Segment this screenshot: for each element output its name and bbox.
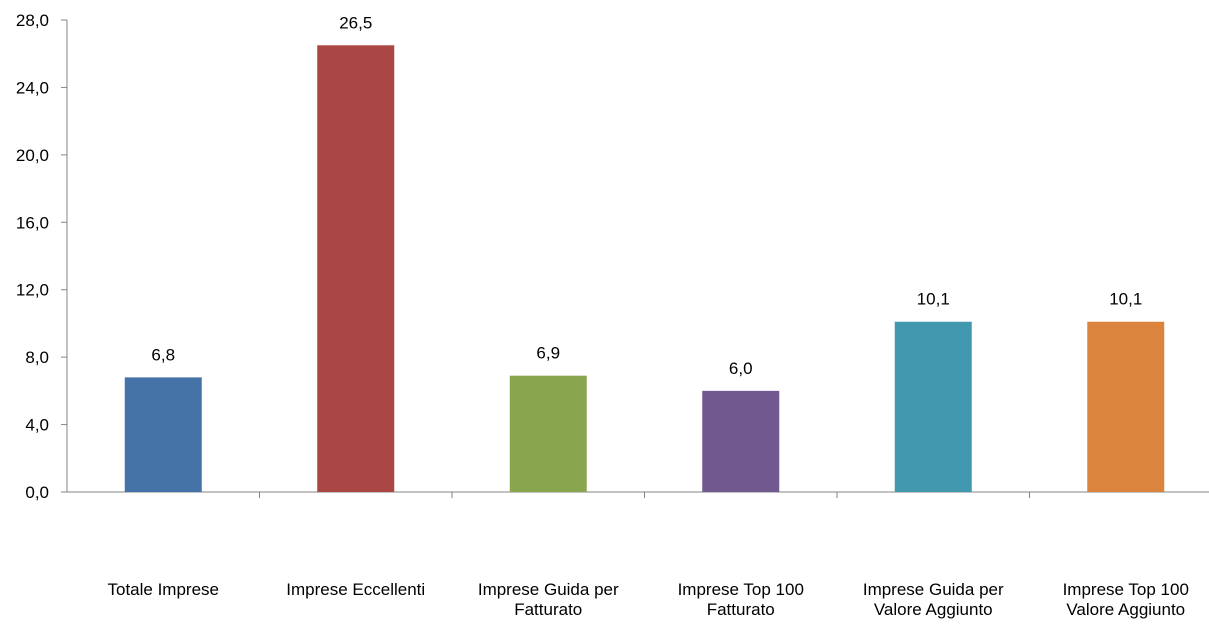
bar [124, 377, 202, 492]
y-tick-label: 0,0 [25, 483, 49, 502]
y-tick-label: 28,0 [16, 11, 49, 30]
x-category-label-line: Fatturato [514, 600, 582, 619]
x-category-label-line: Imprese Guida per [863, 580, 1004, 599]
x-category-label: Imprese Guida per Valore Aggiunto [863, 580, 1004, 619]
x-category-label-line: Imprese Top 100 [678, 580, 804, 599]
data-label: 10,1 [917, 290, 950, 309]
bar [1087, 321, 1165, 492]
bar [509, 375, 587, 492]
y-tick-label: 8,0 [25, 348, 49, 367]
data-label: 6,9 [536, 344, 560, 363]
x-category-label-line: Imprese Eccellenti [286, 580, 425, 599]
y-tick-label: 4,0 [25, 416, 49, 435]
x-category-label: Imprese Top 100 Fatturato [678, 580, 804, 619]
y-tick-label: 20,0 [16, 146, 49, 165]
x-category-label: Imprese Guida per Fatturato [478, 580, 619, 619]
data-label: 6,8 [151, 345, 175, 364]
data-label: 10,1 [1109, 290, 1142, 309]
x-category-label: Totale Imprese [108, 580, 220, 599]
y-tick-label: 12,0 [16, 281, 49, 300]
x-category-label: Imprese Eccellenti [286, 580, 425, 599]
x-category-label: Imprese Top 100 Valore Aggiunto [1063, 580, 1189, 619]
bar [894, 321, 972, 492]
bar [702, 390, 780, 492]
bar [317, 45, 395, 493]
x-category-label-line: Valore Aggiunto [1066, 600, 1185, 619]
y-tick-label: 16,0 [16, 213, 49, 232]
x-category-label-line: Fatturato [707, 600, 775, 619]
x-category-label-line: Imprese Top 100 [1063, 580, 1189, 599]
data-label: 26,5 [339, 13, 372, 32]
y-tick-label: 24,0 [16, 78, 49, 97]
x-category-label-line: Imprese Guida per [478, 580, 619, 599]
x-category-label-line: Valore Aggiunto [874, 600, 993, 619]
x-category-label-line: Totale Imprese [108, 580, 220, 599]
data-label: 6,0 [729, 359, 753, 378]
